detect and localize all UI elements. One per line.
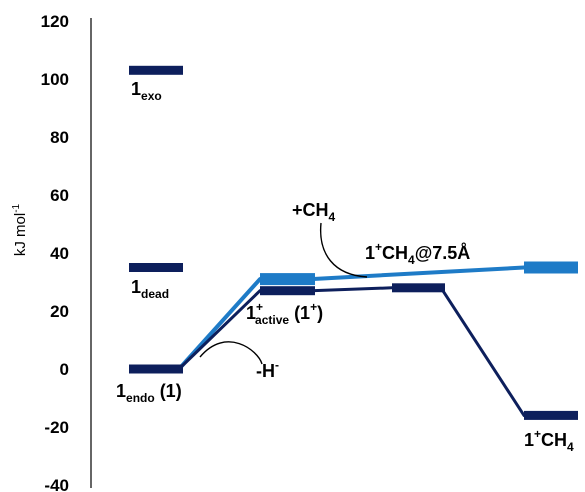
connector-line (177, 289, 262, 371)
connector-line (309, 286, 394, 293)
energy-level-complex-dark (392, 283, 445, 293)
energy-level-final (524, 410, 578, 420)
label-hydride: -H- (256, 358, 279, 381)
hydride-curve (199, 341, 263, 365)
label-1-endo: 1endo (1) (116, 381, 182, 405)
label-1-active: 1+ active (1+) (246, 300, 323, 327)
connector-line (439, 286, 526, 417)
methane-add-curve (319, 222, 368, 278)
y-tick-label: -40 (44, 476, 69, 492)
energy-level-exo (129, 65, 183, 75)
label-methane-add: +CH4 (292, 200, 336, 224)
energy-level-active-light (260, 273, 315, 286)
label-product: 1+CH4 (524, 427, 574, 454)
energy-level-endo (129, 364, 183, 374)
y-axis-label: kJ mol-1 (11, 203, 29, 256)
y-tick-label: 80 (50, 128, 69, 147)
energy-level-active-dark (260, 286, 315, 296)
label-complex: 1+CH4@7.5Å (365, 240, 470, 267)
label-1-dead: 1dead (131, 277, 169, 301)
y-tick-label: 120 (41, 12, 69, 31)
label-1-exo: 1exo (131, 79, 162, 103)
energy-level-ch4-light (524, 261, 578, 274)
connector-line (309, 265, 526, 282)
energy-level-dead (129, 263, 183, 272)
y-tick-label: 60 (50, 186, 69, 205)
y-tick-label: 0 (60, 360, 69, 379)
y-tick-label: 20 (50, 302, 69, 321)
y-tick-label: -20 (44, 418, 69, 437)
y-tick-label: 40 (50, 244, 69, 263)
y-tick-label: 100 (41, 70, 69, 89)
